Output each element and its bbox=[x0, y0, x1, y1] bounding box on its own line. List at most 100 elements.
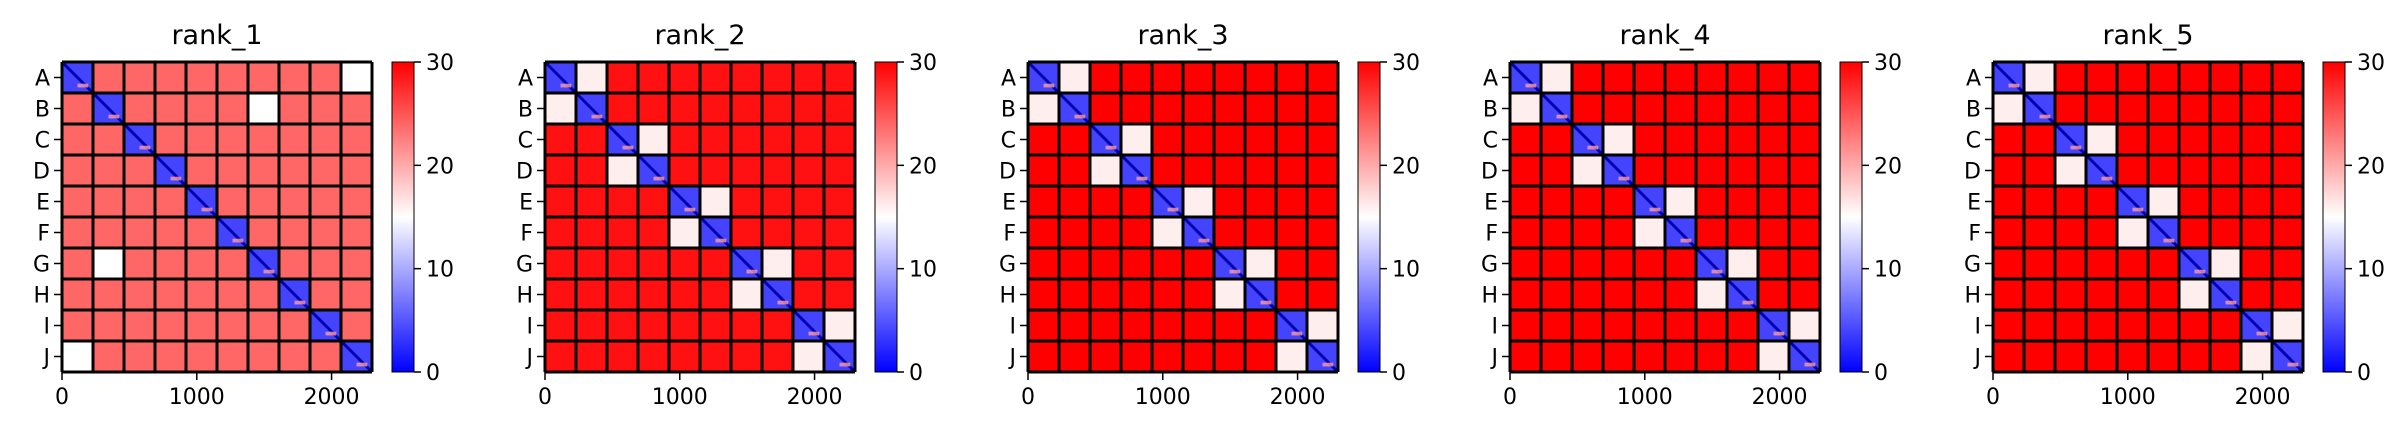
y-tick-label: H bbox=[999, 284, 1016, 309]
heatmap-cell bbox=[62, 155, 93, 186]
heatmap-cell bbox=[1510, 279, 1541, 310]
y-tick-label: H bbox=[1481, 284, 1498, 309]
heatmap-cell bbox=[2179, 279, 2210, 310]
heatmap-cell bbox=[1152, 62, 1183, 93]
heatmap-cell bbox=[1276, 186, 1307, 217]
heatmap-cell bbox=[1183, 124, 1214, 155]
heatmap-cell bbox=[310, 155, 341, 186]
heatmap-cell bbox=[2210, 186, 2241, 217]
heatmap-cell bbox=[155, 186, 186, 217]
heatmap-cell bbox=[155, 62, 186, 93]
heatmap-cell bbox=[1276, 93, 1307, 124]
heatmap-cell bbox=[1993, 217, 2024, 248]
heatmap-cell bbox=[1214, 279, 1245, 310]
heatmap-cell bbox=[793, 93, 824, 124]
x-tick-label: 0 bbox=[55, 385, 69, 410]
heatmap-cell bbox=[1696, 93, 1727, 124]
heatmap-cell bbox=[155, 217, 186, 248]
heatmap-cell bbox=[731, 341, 762, 372]
heatmap-cell bbox=[1152, 124, 1183, 155]
heatmap-cell bbox=[279, 310, 310, 341]
heatmap-cell bbox=[638, 186, 669, 217]
colorbar-tick-label: 30 bbox=[2357, 51, 2385, 76]
heatmap-cell bbox=[1214, 93, 1245, 124]
diagonal-patch bbox=[1711, 269, 1723, 274]
heatmap-cell bbox=[1993, 279, 2024, 310]
heatmap-cell bbox=[1276, 62, 1307, 93]
diagonal-patch bbox=[2008, 83, 2020, 88]
heatmap-cell bbox=[669, 248, 700, 279]
heatmap-cell bbox=[1665, 279, 1696, 310]
heatmap-cell bbox=[1603, 310, 1634, 341]
heatmap-cell bbox=[1603, 62, 1634, 93]
heatmap-cell bbox=[1727, 93, 1758, 124]
heatmap-cell bbox=[1789, 217, 1820, 248]
x-tick-label: 0 bbox=[1021, 385, 1035, 410]
heatmap-cell bbox=[1214, 310, 1245, 341]
heatmap-cell bbox=[2148, 186, 2179, 217]
heatmap-cell bbox=[2148, 155, 2179, 186]
heatmap-cell bbox=[1307, 155, 1338, 186]
heatmap-cell bbox=[576, 341, 607, 372]
heatmap-cell bbox=[2024, 62, 2055, 93]
heatmap-cell bbox=[669, 62, 700, 93]
heatmap-cell bbox=[1121, 217, 1152, 248]
diagonal-patch bbox=[715, 238, 727, 243]
heatmap-cell bbox=[124, 62, 155, 93]
x-tick-label: 0 bbox=[1986, 385, 2000, 410]
heatmap-cell bbox=[1603, 279, 1634, 310]
heatmap-cell bbox=[2272, 310, 2303, 341]
x-tick-label: 1000 bbox=[1135, 385, 1191, 410]
heatmap-cell bbox=[824, 279, 855, 310]
heatmap-cell bbox=[793, 186, 824, 217]
heatmap-cell bbox=[762, 248, 793, 279]
heatmap-cell bbox=[1090, 62, 1121, 93]
heatmap-cell bbox=[1541, 248, 1572, 279]
y-tick-label: D bbox=[516, 160, 533, 185]
heatmap-cell bbox=[1789, 124, 1820, 155]
heatmap-cell bbox=[62, 186, 93, 217]
heatmap-cell bbox=[1758, 217, 1789, 248]
heatmap-cell bbox=[824, 248, 855, 279]
heatmap-cell bbox=[186, 310, 217, 341]
colorbar bbox=[1357, 61, 1381, 373]
heatmap-cell bbox=[1603, 341, 1634, 372]
heatmap-cell bbox=[341, 248, 372, 279]
heatmap-cell bbox=[2086, 217, 2117, 248]
heatmap-cell bbox=[545, 341, 576, 372]
heatmap-cell bbox=[1665, 341, 1696, 372]
heatmap-cell bbox=[124, 279, 155, 310]
y-tick-label: J bbox=[1973, 346, 1982, 371]
heatmap-cell bbox=[1183, 186, 1214, 217]
y-tick-label: F bbox=[37, 222, 50, 247]
y-tick-label: I bbox=[527, 315, 534, 340]
heatmap-cell bbox=[1245, 155, 1276, 186]
heatmap-cell bbox=[1758, 341, 1789, 372]
heatmap-cell bbox=[2024, 186, 2055, 217]
heatmap-cell bbox=[1758, 93, 1789, 124]
diagonal-patch bbox=[325, 331, 337, 336]
heatmap-cell bbox=[576, 186, 607, 217]
heatmap-cell bbox=[1665, 248, 1696, 279]
diagonal-patch bbox=[1742, 300, 1754, 305]
heatmap-cell bbox=[2086, 62, 2117, 93]
heatmap-cell bbox=[700, 93, 731, 124]
colorbar bbox=[1839, 61, 1863, 373]
heatmap-cell bbox=[669, 279, 700, 310]
heatmap-cell bbox=[545, 248, 576, 279]
diagonal-patch bbox=[201, 207, 213, 212]
heatmap-cell bbox=[1214, 341, 1245, 372]
heatmap-cell bbox=[248, 217, 279, 248]
heatmap-cell bbox=[2272, 186, 2303, 217]
heatmap-cell bbox=[155, 248, 186, 279]
heatmap-cell bbox=[217, 93, 248, 124]
heatmap-cell bbox=[669, 217, 700, 248]
heatmap-cell bbox=[1090, 279, 1121, 310]
heatmap-cell bbox=[2117, 155, 2148, 186]
y-tick-label: C bbox=[1001, 129, 1016, 154]
heatmap-cell bbox=[124, 155, 155, 186]
heatmap-cell bbox=[2117, 62, 2148, 93]
heatmap-cell bbox=[1245, 62, 1276, 93]
heatmap-cell bbox=[93, 62, 124, 93]
heatmap-cell bbox=[2241, 124, 2272, 155]
